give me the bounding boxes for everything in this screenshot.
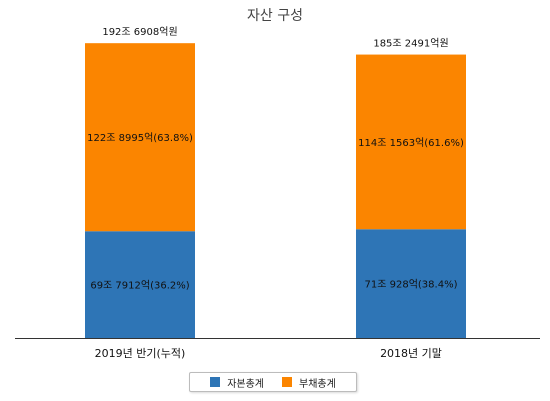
x-tick-label-1: 2018년 기말: [380, 347, 442, 360]
legend-label-liabilities: 부채총계: [299, 378, 336, 390]
legend-swatch-equity: [210, 377, 221, 387]
total-label-1: 185조 2491억원: [373, 38, 448, 50]
data-label-equity-1: 71조 928억(38.4%): [365, 279, 458, 291]
bar-liabilities-0: [85, 43, 195, 232]
legend-item-equity[interactable]: 자본총계: [210, 375, 264, 390]
legend-label-equity: 자본총계: [227, 378, 264, 390]
data-label-liabilities-0: 122조 8995억(63.8%): [87, 132, 193, 144]
data-label-liabilities-1: 114조 1563억(61.6%): [358, 137, 464, 149]
bar-equity-0: [85, 231, 195, 338]
legend-swatch-liabilities: [282, 377, 292, 387]
x-tick-label-0: 2019년 반기(누적): [95, 347, 186, 360]
legend-item-liabilities[interactable]: 부채총계: [282, 375, 336, 390]
data-label-equity-0: 69조 7912억(36.2%): [90, 280, 189, 292]
legend: 자본총계 부채총계: [189, 372, 357, 392]
bar-liabilities-1: [356, 54, 466, 230]
total-label-0: 192조 6908억원: [102, 26, 177, 38]
chart-title: 자산 구성: [247, 8, 303, 24]
bar-equity-1: [356, 229, 466, 338]
